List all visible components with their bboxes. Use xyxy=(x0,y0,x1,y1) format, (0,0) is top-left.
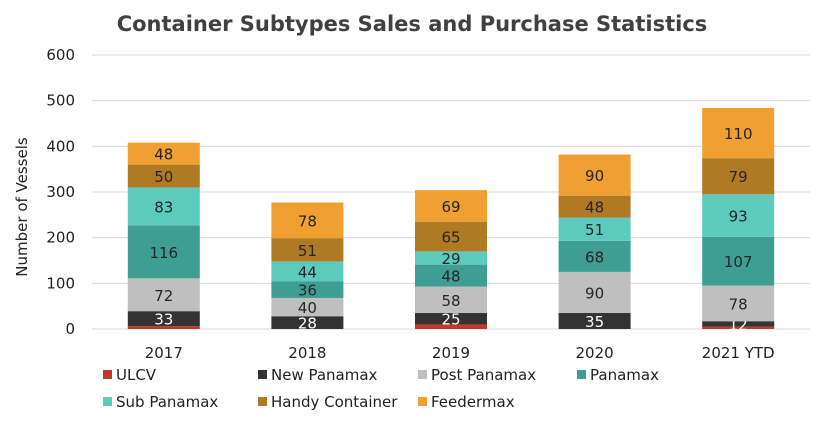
data-label: 25 xyxy=(441,311,460,329)
x-tick-label: 2020 xyxy=(576,344,614,362)
legend-swatch xyxy=(418,397,427,406)
bar-segment xyxy=(702,236,775,286)
bar-segment xyxy=(127,142,200,165)
y-tick-label: 0 xyxy=(65,320,75,338)
chart-title: Container Subtypes Sales and Purchase St… xyxy=(117,12,708,36)
bar-segment xyxy=(127,164,200,188)
bar-segment xyxy=(127,311,200,327)
x-tick-label: 2021 YTD xyxy=(702,344,775,362)
x-axis-ticks: 2017 2018 2019 2020 2021 YTD xyxy=(145,344,775,362)
y-tick-label: 100 xyxy=(46,274,75,292)
x-tick-label: 2017 xyxy=(145,344,183,362)
data-label: 79 xyxy=(729,168,748,186)
bar-segment xyxy=(558,217,631,241)
data-label: 50 xyxy=(154,168,173,186)
data-label: 36 xyxy=(298,282,317,300)
data-label: 51 xyxy=(585,221,604,239)
data-label: 44 xyxy=(298,263,317,281)
y-tick-label: 200 xyxy=(46,229,75,247)
data-label: 35 xyxy=(585,313,604,331)
bar-segment xyxy=(127,187,200,226)
data-label: 68 xyxy=(585,248,604,266)
legend-swatch xyxy=(103,370,112,379)
legend-swatch xyxy=(258,370,267,379)
bar-segment xyxy=(702,158,775,195)
data-label: 65 xyxy=(441,229,460,247)
data-label: 48 xyxy=(441,268,460,286)
bar-segment xyxy=(415,313,487,325)
bar-segment xyxy=(415,251,487,265)
data-label: 48 xyxy=(585,199,604,217)
bar-segment xyxy=(702,107,775,159)
bar-segment xyxy=(702,194,775,237)
legend-label: Handy Container xyxy=(271,393,398,411)
legend-swatch xyxy=(103,397,112,406)
data-label: 116 xyxy=(149,244,178,262)
data-label: 110 xyxy=(724,125,753,143)
bar-segment xyxy=(702,285,775,322)
legend-label: Sub Panamax xyxy=(116,393,218,411)
bar-segment xyxy=(415,190,487,222)
bar-segment xyxy=(271,261,344,282)
bar-segment xyxy=(558,195,631,218)
data-label: 78 xyxy=(298,212,317,230)
bar-segment xyxy=(271,316,344,329)
data-label: 69 xyxy=(441,198,460,216)
data-label: 40 xyxy=(298,299,317,317)
data-label: 33 xyxy=(154,311,173,329)
bar-segment xyxy=(558,313,631,329)
bar-segment xyxy=(415,221,487,252)
bar-segment xyxy=(415,264,487,287)
y-axis-ticks: 0 100 200 300 400 500 600 xyxy=(46,46,75,338)
y-tick-label: 600 xyxy=(46,46,75,64)
bar-segment xyxy=(415,324,487,329)
legend: ULCV New Panamax Post Panamax Panamax Sub Pa… xyxy=(103,366,659,411)
bar-segment xyxy=(127,225,200,279)
bar-segment xyxy=(702,326,775,329)
legend-label: New Panamax xyxy=(271,366,378,384)
data-label: 107 xyxy=(724,253,753,271)
data-label: 51 xyxy=(298,242,317,260)
bar-segment xyxy=(271,238,344,262)
y-tick-label: 300 xyxy=(46,183,75,201)
bar-segment xyxy=(271,281,344,298)
data-label: 48 xyxy=(154,146,173,164)
bar-segment xyxy=(558,154,631,196)
legend-swatch xyxy=(577,370,586,379)
data-label: 78 xyxy=(729,295,748,313)
y-tick-label: 400 xyxy=(46,137,75,155)
legend-label: Feedermax xyxy=(431,393,515,411)
bar-segment xyxy=(702,321,775,327)
legend-swatch xyxy=(258,397,267,406)
bar-segment xyxy=(127,326,200,329)
bar-segment xyxy=(558,271,631,314)
data-label: 28 xyxy=(298,315,317,333)
data-label: 83 xyxy=(154,198,173,216)
legend-label: Post Panamax xyxy=(431,366,536,384)
legend-swatch xyxy=(418,370,427,379)
bar-segment xyxy=(415,286,487,314)
data-label: 29 xyxy=(441,250,460,268)
data-label: 93 xyxy=(729,208,748,226)
data-label: 90 xyxy=(585,167,604,185)
bar-segment xyxy=(271,202,344,239)
y-tick-label: 500 xyxy=(46,92,75,110)
bar-segment xyxy=(558,240,631,272)
y-axis-label: Number of Vessels xyxy=(13,137,31,277)
data-label: 72 xyxy=(154,287,173,305)
legend-label: ULCV xyxy=(116,366,157,384)
data-label: 58 xyxy=(441,292,460,310)
bar-segment xyxy=(271,297,344,317)
legend-label: Panamax xyxy=(590,366,659,384)
bar-segment xyxy=(127,278,200,312)
data-label: 90 xyxy=(585,284,604,302)
x-tick-label: 2019 xyxy=(432,344,470,362)
x-tick-label: 2018 xyxy=(288,344,326,362)
bars: 3372116835048284036445178255848296569359… xyxy=(127,107,775,334)
